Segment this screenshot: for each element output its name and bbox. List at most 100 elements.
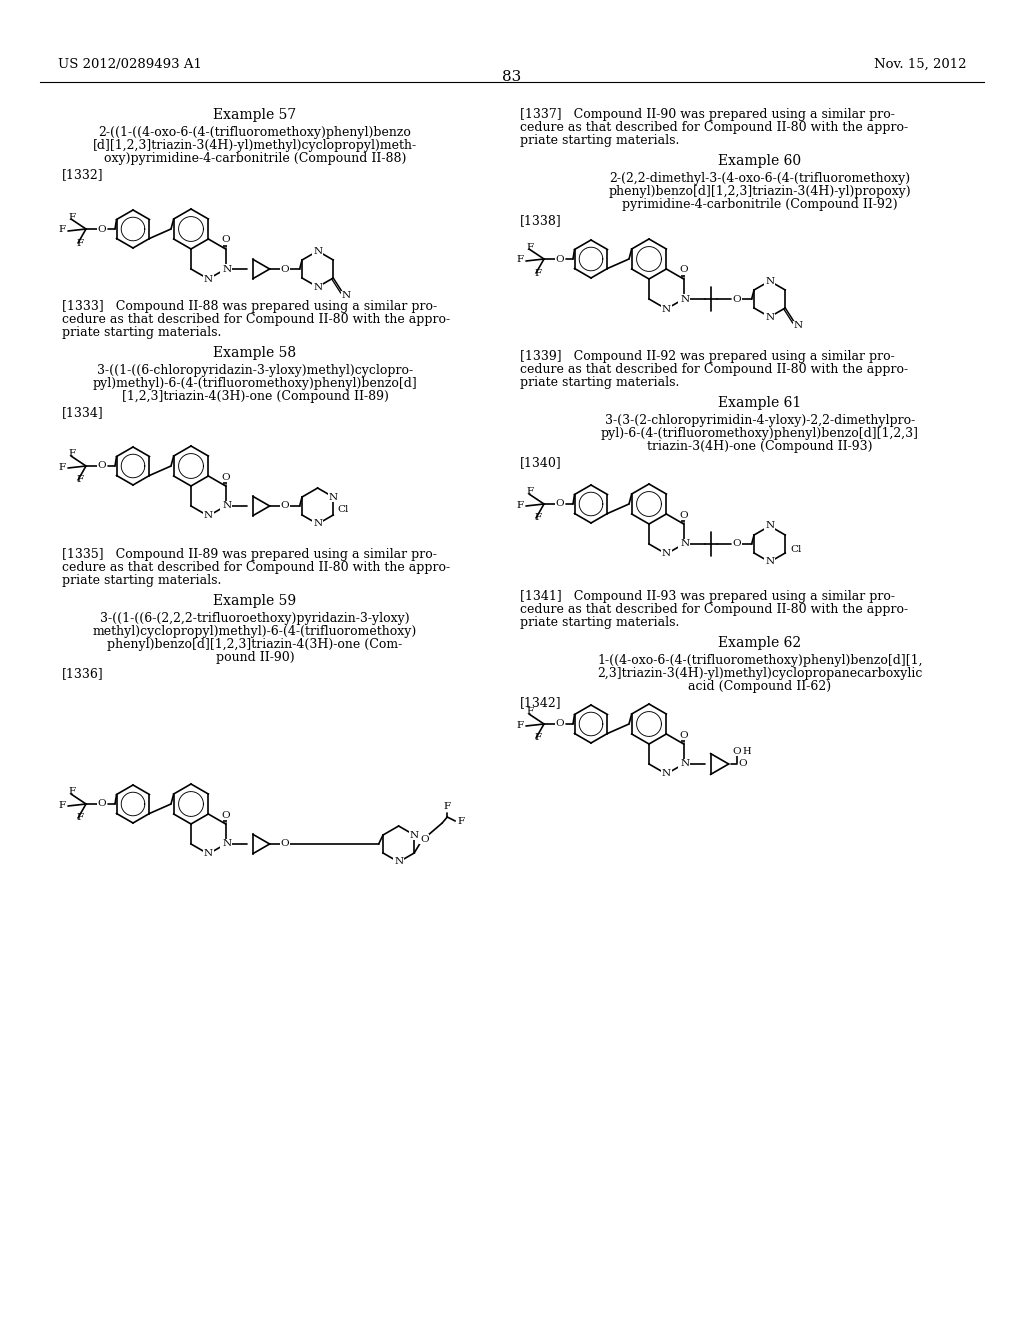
Text: Example 57: Example 57 — [213, 108, 297, 121]
Text: N: N — [662, 549, 671, 558]
Text: Example 62: Example 62 — [719, 636, 802, 649]
Text: [1332]: [1332] — [62, 168, 103, 181]
Text: O: O — [732, 294, 741, 304]
Text: H: H — [742, 747, 752, 755]
Text: F: F — [526, 487, 534, 496]
Text: N: N — [222, 502, 231, 511]
Text: O: O — [556, 719, 564, 729]
Text: N: N — [662, 305, 671, 314]
Text: 3-((1-((6-(2,2,2-trifluoroethoxy)pyridazin-3-yloxy): 3-((1-((6-(2,2,2-trifluoroethoxy)pyridaz… — [100, 612, 410, 624]
Text: N: N — [313, 520, 323, 528]
Text: O: O — [420, 834, 428, 843]
Text: 3-(3-(2-chloropyrimidin-4-yloxy)-2,2-dimethylpro-: 3-(3-(2-chloropyrimidin-4-yloxy)-2,2-dim… — [605, 414, 915, 426]
Text: O: O — [738, 759, 746, 768]
Text: N: N — [679, 540, 688, 549]
Text: F: F — [534, 268, 541, 277]
Text: O: O — [732, 747, 741, 755]
Text: N: N — [221, 840, 230, 849]
Text: F: F — [526, 708, 534, 717]
Text: Example 58: Example 58 — [213, 346, 297, 360]
Text: F: F — [534, 734, 541, 742]
Text: methyl)cyclopropyl)methyl)-6-(4-(trifluoromethoxy): methyl)cyclopropyl)methyl)-6-(4-(trifluo… — [93, 624, 417, 638]
Text: Nov. 15, 2012: Nov. 15, 2012 — [873, 58, 966, 71]
Text: [1334]: [1334] — [62, 407, 103, 418]
Text: US 2012/0289493 A1: US 2012/0289493 A1 — [58, 58, 202, 71]
Text: N: N — [765, 521, 774, 531]
Text: cedure as that described for Compound II-80 with the appro-: cedure as that described for Compound II… — [520, 603, 908, 616]
Text: N: N — [313, 282, 323, 292]
Text: F: F — [534, 513, 541, 523]
Text: F: F — [443, 803, 451, 810]
Text: [1341]   Compound II-93 was prepared using a similar pro-: [1341] Compound II-93 was prepared using… — [520, 590, 895, 603]
Text: N: N — [680, 294, 689, 304]
Text: priate starting materials.: priate starting materials. — [520, 616, 679, 630]
Text: N: N — [204, 511, 213, 520]
Text: F: F — [58, 462, 66, 471]
Text: F: F — [58, 800, 66, 809]
Text: priate starting materials.: priate starting materials. — [520, 135, 679, 147]
Text: cedure as that described for Compound II-80 with the appro-: cedure as that described for Compound II… — [62, 313, 451, 326]
Text: acid (Compound II-62): acid (Compound II-62) — [688, 680, 831, 693]
Text: O: O — [281, 840, 289, 849]
Text: N: N — [765, 276, 774, 285]
Text: O: O — [556, 255, 564, 264]
Text: priate starting materials.: priate starting materials. — [62, 574, 221, 587]
Text: N: N — [410, 830, 419, 840]
Text: F: F — [516, 721, 523, 730]
Text: cedure as that described for Compound II-80 with the appro-: cedure as that described for Compound II… — [520, 121, 908, 135]
Text: [1,2,3]triazin-4(3H)-one (Compound II-89): [1,2,3]triazin-4(3H)-one (Compound II-89… — [122, 389, 388, 403]
Text: N: N — [679, 759, 688, 768]
Text: N: N — [329, 492, 338, 502]
Text: [d][1,2,3]triazin-3(4H)-yl)methyl)cyclopropyl)meth-: [d][1,2,3]triazin-3(4H)-yl)methyl)cyclop… — [93, 139, 417, 152]
Text: phenyl)benzo[d][1,2,3]triazin-4(3H)-one (Com-: phenyl)benzo[d][1,2,3]triazin-4(3H)-one … — [108, 638, 402, 651]
Text: [1337]   Compound II-90 was prepared using a similar pro-: [1337] Compound II-90 was prepared using… — [520, 108, 895, 121]
Text: F: F — [68, 213, 75, 222]
Text: N: N — [222, 264, 231, 273]
Text: O: O — [97, 462, 106, 470]
Text: O: O — [97, 800, 106, 808]
Text: N: N — [679, 294, 688, 304]
Text: N: N — [680, 759, 689, 768]
Text: F: F — [76, 475, 83, 484]
Text: triazin-3(4H)-one (Compound II-93): triazin-3(4H)-one (Compound II-93) — [647, 440, 872, 453]
Text: pound II-90): pound II-90) — [216, 651, 294, 664]
Text: N: N — [222, 840, 231, 849]
Text: N: N — [313, 247, 323, 256]
Text: F: F — [458, 817, 464, 825]
Text: Cl: Cl — [337, 504, 348, 513]
Text: N: N — [794, 322, 803, 330]
Text: O: O — [281, 264, 289, 273]
Text: O: O — [679, 730, 688, 739]
Text: N: N — [662, 770, 671, 779]
Text: phenyl)benzo[d][1,2,3]triazin-3(4H)-yl)propoxy): phenyl)benzo[d][1,2,3]triazin-3(4H)-yl)p… — [608, 185, 911, 198]
Text: [1339]   Compound II-92 was prepared using a similar pro-: [1339] Compound II-92 was prepared using… — [520, 350, 895, 363]
Text: priate starting materials.: priate starting materials. — [62, 326, 221, 339]
Text: F: F — [76, 239, 83, 248]
Text: N: N — [394, 858, 403, 866]
Text: F: F — [68, 450, 75, 458]
Text: pyrimidine-4-carbonitrile (Compound II-92): pyrimidine-4-carbonitrile (Compound II-9… — [623, 198, 898, 211]
Text: Cl: Cl — [791, 544, 802, 553]
Text: O: O — [679, 265, 688, 275]
Text: N: N — [765, 557, 774, 566]
Text: O: O — [221, 810, 230, 820]
Text: Example 61: Example 61 — [719, 396, 802, 411]
Text: F: F — [76, 813, 83, 822]
Text: 3-((1-((6-chloropyridazin-3-yloxy)methyl)cyclopro-: 3-((1-((6-chloropyridazin-3-yloxy)methyl… — [97, 364, 413, 378]
Text: cedure as that described for Compound II-80 with the appro-: cedure as that described for Compound II… — [62, 561, 451, 574]
Text: N: N — [221, 502, 230, 511]
Text: priate starting materials.: priate starting materials. — [520, 376, 679, 389]
Text: [1336]: [1336] — [62, 667, 103, 680]
Text: N: N — [204, 275, 213, 284]
Text: 2,3]triazin-3(4H)-yl)methyl)cyclopropanecarboxylic: 2,3]triazin-3(4H)-yl)methyl)cyclopropane… — [597, 667, 923, 680]
Text: O: O — [679, 511, 688, 520]
Text: pyl)-6-(4-(trifluoromethoxy)phenyl)benzo[d][1,2,3]: pyl)-6-(4-(trifluoromethoxy)phenyl)benzo… — [601, 426, 919, 440]
Text: F: F — [526, 243, 534, 252]
Text: N: N — [342, 292, 351, 301]
Text: 1-((4-oxo-6-(4-(trifluoromethoxy)phenyl)benzo[d][1,: 1-((4-oxo-6-(4-(trifluoromethoxy)phenyl)… — [597, 653, 923, 667]
Text: 83: 83 — [503, 70, 521, 84]
Text: N: N — [680, 540, 689, 549]
Text: F: F — [516, 500, 523, 510]
Text: [1335]   Compound II-89 was prepared using a similar pro-: [1335] Compound II-89 was prepared using… — [62, 548, 437, 561]
Text: O: O — [221, 473, 230, 482]
